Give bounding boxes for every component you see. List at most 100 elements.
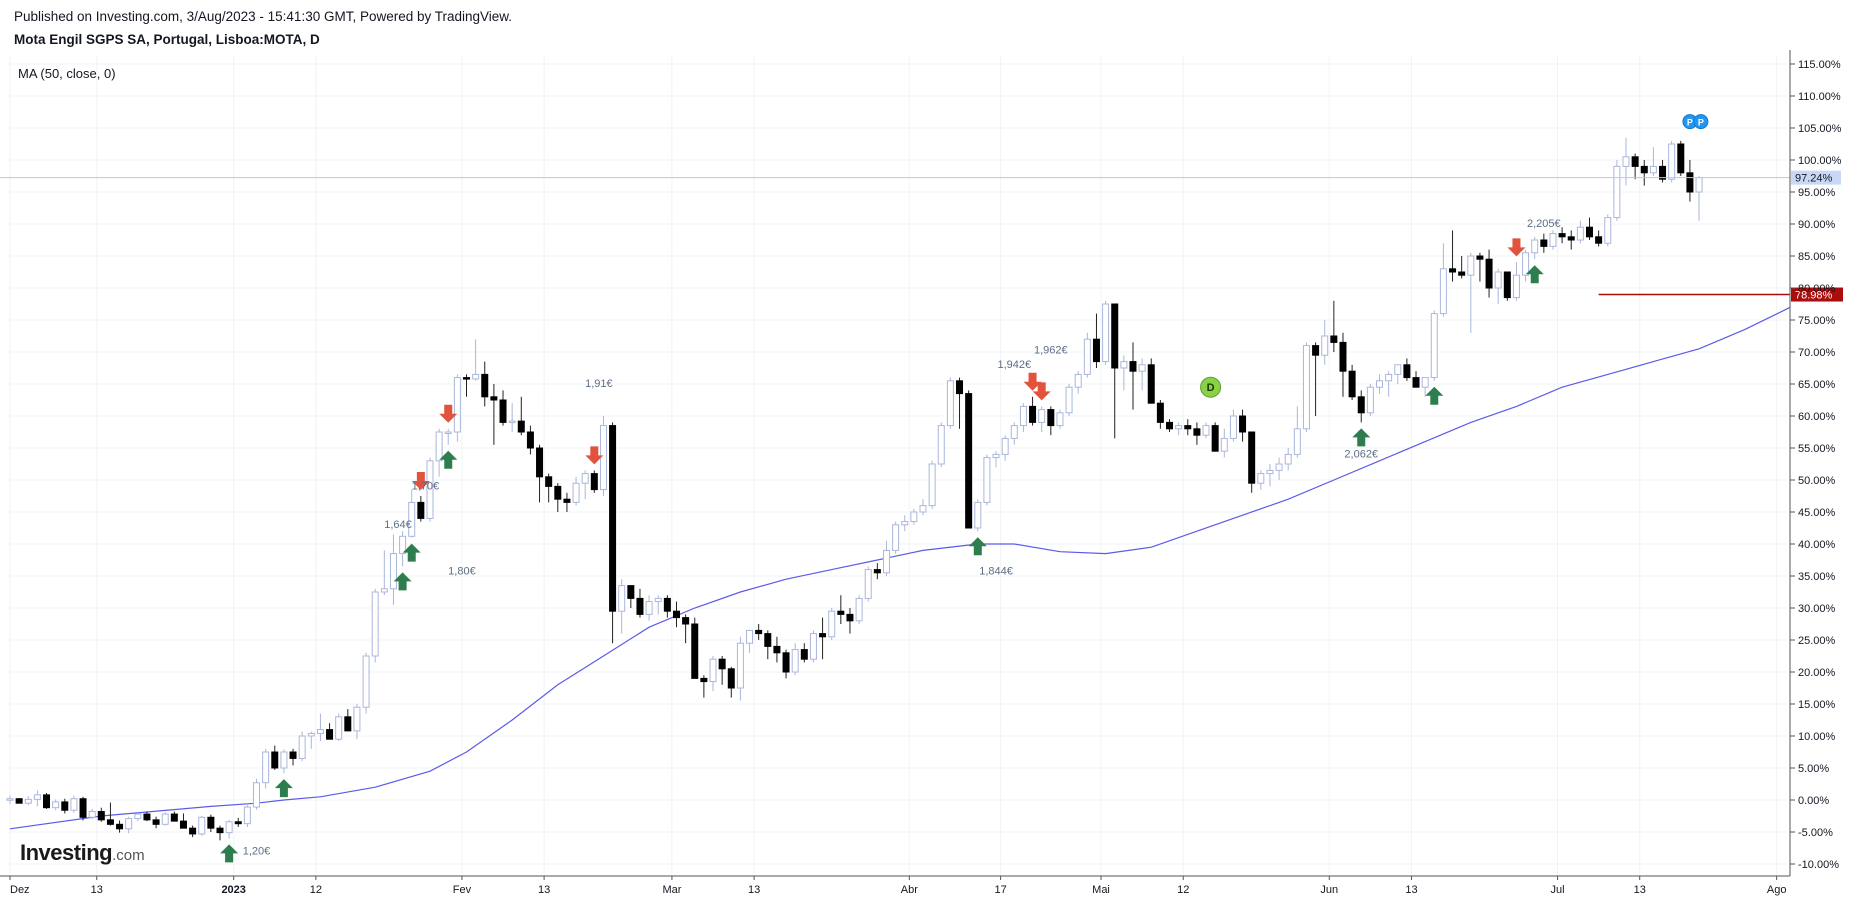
candle-body [627,585,635,599]
candle-body [526,431,534,449]
candle-body [1284,453,1292,465]
candle-body [435,431,443,462]
candle [1129,342,1137,410]
candle-body [1248,431,1256,484]
level-label-bg [1791,287,1843,302]
candle [1640,160,1648,186]
candle-body [143,813,151,821]
candle [1531,236,1539,260]
y-tick-label: 10.00% [1798,731,1836,743]
candle-body [289,751,297,759]
candle [873,563,881,580]
candle-body [362,655,370,708]
investing-logo: Investing.com [20,840,145,866]
y-tick-label: 105.00% [1798,123,1842,135]
candle-body [1275,463,1283,471]
candle-body [481,373,489,398]
candle [1649,147,1657,176]
candle [1604,214,1612,247]
candle [1622,137,1630,186]
x-tick-label: Mar [662,884,681,896]
price-annotation: 1,20€ [243,845,271,857]
candle [855,595,863,624]
candle-body [1321,335,1329,356]
candle-body [1339,341,1347,372]
candle-body [152,819,160,825]
x-tick-label: 13 [1634,884,1646,896]
candle-body [1385,373,1393,382]
price-annotation: 1,70€ [412,481,440,493]
candle-body [399,535,407,555]
candle-body [946,380,954,427]
ma-layer [9,306,1791,830]
candle [554,483,562,512]
candle [1585,217,1593,240]
candle-body [873,569,881,574]
candle [1357,390,1365,423]
candle [937,422,945,468]
y-tick-label: 40.00% [1798,539,1836,551]
candle [1485,249,1493,298]
candle-body [563,498,571,503]
candle-body [1567,236,1575,241]
candle [956,377,964,429]
buy-signal-arrow [1352,428,1371,447]
candle [901,515,909,532]
candle [672,601,680,628]
indicator-legend[interactable]: MA (50, close, 0) [18,66,116,81]
buy-signal-arrow [393,572,412,591]
candle-body [1522,252,1530,276]
buy-signal-arrow [1425,386,1444,405]
candle [335,713,343,742]
y-tick-label: 75.00% [1798,315,1836,327]
candle [508,403,516,432]
candle-body [618,585,626,612]
candle-body [1220,437,1228,452]
candle-body [1549,233,1557,247]
candle-body [1394,364,1402,375]
candle [262,748,270,789]
candle-body [773,645,781,654]
candle [33,790,41,807]
candle [344,709,352,732]
candle-body [170,813,178,822]
candle-body [1001,437,1009,455]
candle [1549,230,1557,250]
candle-body [106,819,114,825]
candle-body [1376,380,1383,388]
candle-body [965,393,973,529]
price-annotation: 2,062€ [1344,449,1378,461]
candle-body [1439,268,1447,315]
y-tick-label: 15.00% [1798,699,1836,711]
candle-body [1211,425,1219,452]
candle-body [1595,236,1603,244]
candle [6,795,14,804]
x-tick-label: 13 [748,884,760,896]
candle-body [253,782,261,808]
candle-body [1302,345,1310,430]
signal-markers [220,238,1544,863]
candle-body [453,377,461,433]
candle-body [179,820,187,829]
candle-body [1138,364,1146,372]
candle-body [116,823,124,830]
candle-body [1166,421,1174,430]
candle [1001,435,1009,461]
candle [1239,409,1247,442]
candle [179,813,187,829]
candle-body [134,813,142,820]
candle-body [901,521,909,526]
candle [198,816,206,836]
candle [253,778,261,810]
candle [992,451,1000,468]
candle-body [1366,386,1374,414]
price-annotation: 2,205€ [1527,218,1561,230]
candle [773,636,781,663]
candle [289,748,297,766]
candle [1257,470,1265,490]
y-tick-label: 25.00% [1798,635,1836,647]
candle [1275,457,1283,480]
candle [389,534,397,605]
candle-body [983,457,991,503]
